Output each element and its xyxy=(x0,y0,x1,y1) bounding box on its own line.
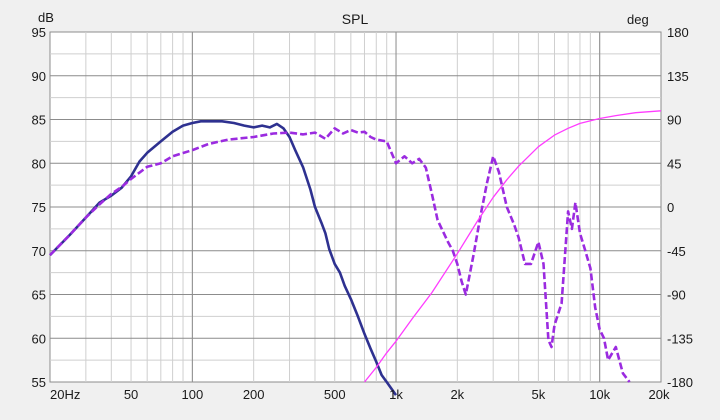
y-left-tick-label: 75 xyxy=(32,200,46,215)
x-tick-label: 10k xyxy=(589,387,610,402)
chart-title: SPL xyxy=(342,11,369,27)
y-left-tick-label: 55 xyxy=(32,375,46,390)
y-right-tick-label: -45 xyxy=(667,244,686,259)
x-tick-label: 2k xyxy=(450,387,464,402)
right-axis-unit: deg xyxy=(627,12,649,27)
y-left-tick-label: 95 xyxy=(32,25,46,40)
y-right-tick-label: 45 xyxy=(667,156,681,171)
y-left-tick-label: 65 xyxy=(32,288,46,303)
x-tick-label: 200 xyxy=(243,387,265,402)
series-layer xyxy=(49,110,662,396)
y-left-tick-label: 70 xyxy=(32,244,46,259)
x-tick-label: 20k xyxy=(649,387,670,402)
y-right-tick-label: 90 xyxy=(667,113,681,128)
x-tick-label: 20Hz xyxy=(50,387,80,402)
series-line-spl-solid xyxy=(49,120,398,396)
y-right-tick-label: 135 xyxy=(667,69,689,84)
x-tick-label: 500 xyxy=(324,387,346,402)
x-tick-label: 1k xyxy=(389,387,403,402)
left-axis-unit: dB xyxy=(38,10,54,25)
y-left-tick-label: 80 xyxy=(32,156,46,171)
series-line-phase xyxy=(363,110,662,383)
y-right-tick-label: 180 xyxy=(667,25,689,40)
x-tick-label: 100 xyxy=(182,387,204,402)
labels-layer: SPL dB deg 55 60 65 70 75 80 85 90 95 -180 -135 -90… xyxy=(32,10,694,402)
y-right-tick-label: 0 xyxy=(667,200,674,215)
y-right-tick-label: -90 xyxy=(667,288,686,303)
y-left-tick-label: 90 xyxy=(32,69,46,84)
x-tick-label: 50 xyxy=(124,387,138,402)
y-left-tick-label: 60 xyxy=(32,331,46,346)
series-line-spl-dashed xyxy=(49,127,631,383)
y-left-tick-label: 85 xyxy=(32,113,46,128)
x-tick-label: 5k xyxy=(532,387,546,402)
y-right-tick-label: -135 xyxy=(667,331,693,346)
y-right-tick-label: -180 xyxy=(667,375,693,390)
